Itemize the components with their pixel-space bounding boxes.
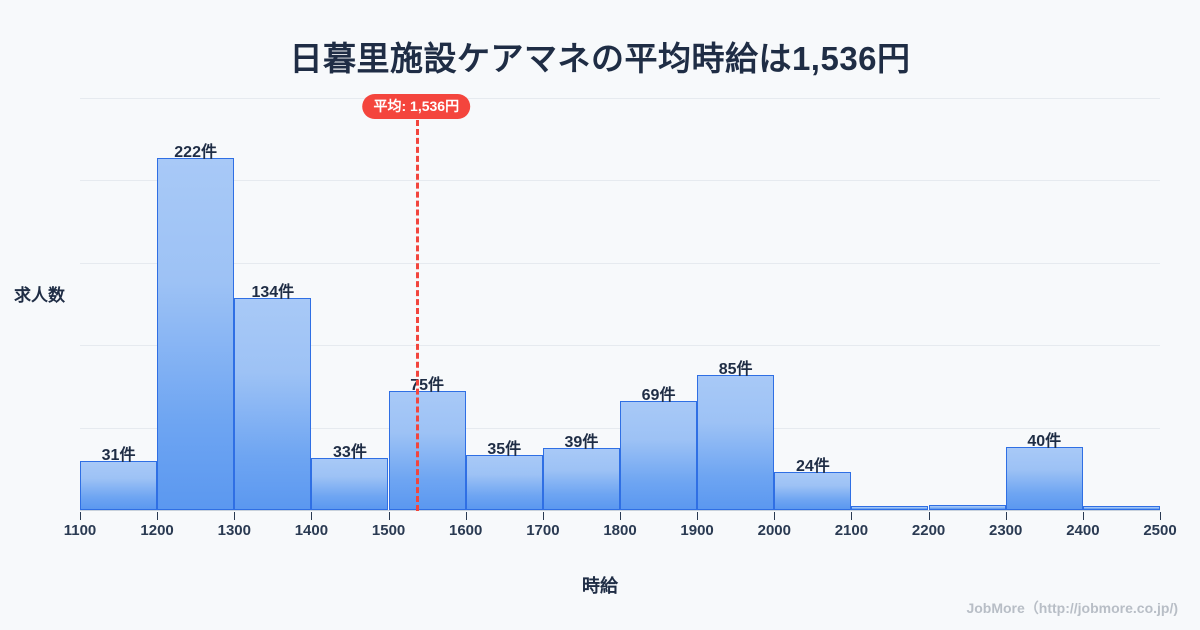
- bar-value-label: 31件: [101, 446, 136, 464]
- x-axis-tick-label: 1700: [526, 522, 560, 539]
- gridline: [80, 262, 1160, 264]
- x-axis-tick: [851, 512, 853, 520]
- x-axis-tick-label: 1600: [449, 522, 483, 539]
- bar[interactable]: [311, 457, 389, 510]
- bar-value-label: 40件: [1027, 432, 1062, 450]
- bar-value-label: 69件: [641, 386, 676, 404]
- page-title: 日暮里施設ケアマネの平均時給は1,536円: [289, 40, 911, 77]
- bar-value-label: 222件: [174, 144, 217, 162]
- x-axis-tick: [1082, 512, 1084, 520]
- watermark: JobMore（http://jobmore.co.jp/): [966, 600, 1178, 616]
- bar-value-label: 35件: [487, 440, 522, 458]
- bar-value-label: 85件: [718, 361, 753, 379]
- plot-area: 31件 222件 134件 33件 75件 35件 39件 69件 85件 24件 40件 平均: …: [80, 94, 1160, 511]
- x-axis-tick: [234, 512, 236, 520]
- bar[interactable]: [542, 448, 620, 510]
- x-axis-tick: [157, 512, 159, 520]
- x-axis-tick-label: 1400: [294, 522, 329, 539]
- bar-value-label: 134件: [251, 283, 295, 301]
- bar-value-label: 33件: [333, 443, 367, 461]
- bar[interactable]: [928, 505, 1006, 510]
- y-axis-title: 求人数: [14, 286, 65, 305]
- x-axis-tick-label: 1900: [680, 522, 714, 539]
- bar-value-label: 39件: [564, 434, 599, 452]
- x-axis-tick-label: 2500: [1143, 522, 1177, 539]
- bar[interactable]: [388, 391, 466, 510]
- x-axis-tick: [1005, 512, 1007, 520]
- x-axis-tick: [542, 512, 544, 520]
- gridline: [80, 345, 1160, 347]
- bar[interactable]: [851, 506, 929, 510]
- x-axis-tick: [774, 512, 776, 520]
- x-axis-tick-label: 2000: [757, 522, 791, 539]
- bar-value-label: 75件: [410, 377, 445, 395]
- x-axis-tick-label: 2100: [834, 522, 869, 539]
- bar[interactable]: [157, 158, 235, 510]
- gridline: [80, 98, 1160, 99]
- x-axis-tick: [928, 512, 930, 520]
- bar[interactable]: [1082, 506, 1160, 510]
- x-axis-baseline: [80, 510, 1160, 511]
- x-axis-tick-label: 2300: [989, 522, 1023, 539]
- x-axis-tick: [80, 512, 81, 520]
- average-badge: 平均: 1,536円: [362, 94, 471, 120]
- x-axis-tick-label: 1200: [140, 522, 174, 539]
- bar[interactable]: [234, 297, 312, 510]
- bar[interactable]: [774, 472, 852, 510]
- bar-value-label: 24件: [795, 458, 830, 475]
- bar[interactable]: [620, 400, 698, 510]
- bar[interactable]: [80, 460, 158, 510]
- x-axis-tick: [697, 512, 699, 520]
- x-axis-title: 時給: [582, 576, 618, 596]
- bar[interactable]: [465, 454, 543, 510]
- bar[interactable]: [1005, 446, 1083, 510]
- gridline: [80, 180, 1160, 182]
- x-axis-tick: [311, 512, 313, 520]
- x-axis-tick: [1160, 512, 1161, 520]
- x-axis-tick-label: 1300: [217, 522, 251, 539]
- x-axis-tick-label: 2200: [911, 522, 946, 539]
- x-axis-tick: [620, 512, 621, 520]
- average-line: [416, 120, 420, 511]
- x-axis-tick: [465, 512, 467, 520]
- x-axis-tick-label: 1800: [603, 522, 637, 539]
- x-axis-tick-label: 1500: [371, 522, 406, 539]
- bar[interactable]: [697, 375, 775, 510]
- x-axis-tick-label: 2400: [1066, 522, 1100, 539]
- x-axis-tick: [388, 512, 390, 520]
- x-axis-tick-label: 1100: [63, 522, 97, 539]
